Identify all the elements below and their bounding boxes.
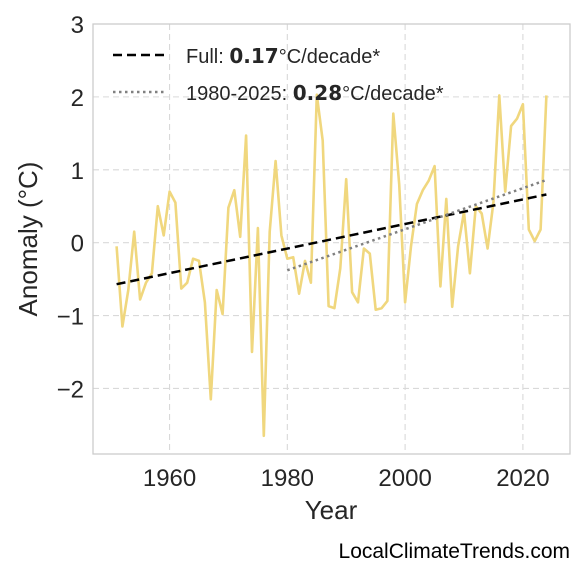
legend-entry-recent: 1980-2025: 0.28°C/decade* (186, 81, 444, 105)
legend-recent-value: 0.28 (293, 81, 342, 105)
y-tick-label-3: 1 (71, 158, 84, 185)
x-tick-label-1980: 1980 (261, 465, 314, 492)
full-trend-line (116, 193, 547, 286)
x-tick-label-2000: 2000 (378, 465, 431, 492)
legend-full-suffix: °C/decade* (279, 46, 381, 68)
y-axis-label: Anomaly (°C) (13, 162, 43, 317)
annual-anomaly-line (115, 93, 548, 438)
recent-trend-line (286, 178, 547, 272)
x-tick-label-1960: 1960 (143, 465, 196, 492)
y-tick-label-5: 3 (71, 12, 84, 39)
plot-frame (92, 23, 571, 455)
legend-entry-full: Full: 0.17°C/decade* (186, 44, 380, 68)
series-group (115, 93, 548, 438)
tick-labels: 1960 1980 2000 2020 −2 −1 0 1 2 3 (57, 12, 550, 492)
y-tick-label-2: 0 (71, 231, 84, 258)
y-tick-label-1: −1 (57, 304, 84, 331)
legend-recent-suffix: °C/decade* (342, 83, 444, 105)
y-tick-label-4: 2 (71, 85, 84, 112)
legend-full-value: 0.17 (229, 44, 278, 68)
x-tick-label-2020: 2020 (496, 465, 549, 492)
grid (93, 23, 570, 454)
y-tick-label-0: −2 (57, 376, 84, 403)
credit-text: LocalClimateTrends.com (339, 540, 570, 563)
legend-recent-prefix: 1980-2025: (186, 83, 293, 105)
legend: Full: 0.17°C/decade* 1980-2025: 0.28°C/d… (113, 44, 444, 105)
legend-full-prefix: Full: (186, 46, 229, 68)
x-axis-label: Year (305, 495, 358, 525)
